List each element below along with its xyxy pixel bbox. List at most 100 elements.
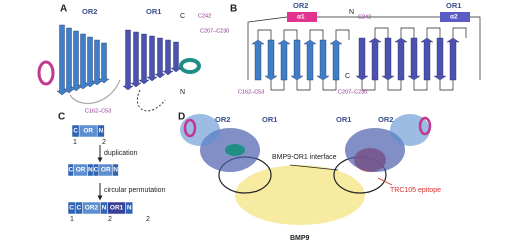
loop (400, 27, 415, 38)
beta-strand (170, 41, 182, 73)
beta-strand (77, 33, 89, 90)
box-label: C (73, 128, 78, 135)
disulfide-label: C162–C53 (85, 108, 111, 114)
beta-strand (98, 42, 110, 84)
panel-label: B (230, 4, 237, 15)
loop (413, 80, 428, 91)
beta-strand (84, 36, 96, 88)
loop (247, 16, 481, 80)
terminus-label: C (180, 13, 185, 20)
box-label: N (113, 167, 118, 174)
loop (257, 29, 272, 40)
panel-label: A (60, 4, 67, 15)
beta-strand (91, 39, 103, 86)
panel-label: D (178, 112, 185, 123)
position-number: 2 (146, 216, 150, 223)
loop (387, 80, 402, 91)
box-label: C (94, 167, 99, 174)
annotation: TRC105 epitope (390, 187, 441, 194)
loop (439, 80, 454, 91)
beta-strand (146, 35, 158, 82)
beta-strand (63, 27, 75, 94)
beta-strand (329, 39, 343, 81)
leader-line (289, 164, 339, 171)
box-label: C (69, 205, 74, 212)
loop (309, 29, 324, 40)
box-label: N (98, 128, 103, 135)
terminus-label: N (349, 9, 354, 16)
loop (296, 80, 311, 91)
helix (225, 144, 245, 156)
step-label: duplication (104, 150, 138, 157)
box-label: OR (76, 167, 86, 174)
beta-strand (407, 37, 421, 81)
beta-strand (162, 39, 174, 76)
domain-label: OR1 (446, 1, 461, 10)
beta-strand (138, 33, 150, 85)
beta-strand (264, 39, 278, 81)
ligand-label: BMP9 (290, 235, 310, 242)
helix-label: α2 (450, 14, 458, 21)
box-label: N (88, 167, 93, 174)
disulfide-label: C207–C230 (338, 89, 367, 95)
domain-label: OR2 (215, 115, 230, 124)
helix (183, 118, 197, 138)
beta-strand (368, 37, 382, 81)
domain-label: OR2 (378, 115, 393, 124)
artwork (37, 12, 481, 225)
beta-strand (70, 30, 82, 92)
beta-strand (446, 37, 460, 81)
annotation: BMP9-OR1 interface (272, 154, 337, 161)
box-label: N (102, 205, 107, 212)
loop (136, 89, 166, 112)
loop (270, 80, 285, 91)
beta-strand (394, 37, 408, 81)
helix-box (287, 12, 317, 22)
beta-strand (251, 39, 265, 81)
helix-box (440, 12, 470, 22)
box-label: OR (83, 128, 93, 135)
position-number: 2 (102, 139, 106, 146)
beta-strand (381, 37, 395, 81)
disulfide-label: C162–C53 (238, 89, 264, 95)
domain-label: OR1 (262, 115, 277, 124)
box-label: C (68, 167, 73, 174)
beta-strand (355, 37, 369, 81)
domain-label: OR1 (146, 7, 161, 16)
terminus-label: C (345, 73, 350, 80)
box-cell (125, 201, 134, 215)
or2-ribbon (180, 114, 220, 146)
position-number: 1 (70, 216, 74, 223)
domain-label: OR2 (293, 1, 308, 10)
beta-strand (130, 31, 142, 88)
loop (335, 29, 350, 40)
box-label: N (127, 205, 132, 212)
or1-ribbon (345, 128, 405, 172)
box-label: OR1 (110, 205, 124, 212)
beta-strand (303, 39, 317, 81)
beta-strand (56, 24, 68, 96)
box-cell (112, 163, 119, 177)
loop (69, 79, 121, 104)
terminus-label: N (180, 89, 185, 96)
box-label: C (76, 205, 81, 212)
loop (322, 80, 337, 91)
beta-strand (420, 37, 434, 81)
box-label: OR (101, 167, 111, 174)
beta-strand (290, 39, 304, 81)
panel-label: C (58, 112, 65, 123)
position-number: 1 (73, 139, 77, 146)
step-label: circular permutation (104, 187, 166, 194)
box-label: OR2 (85, 205, 99, 212)
loop (374, 27, 389, 38)
loop (452, 27, 467, 38)
domain-label: OR2 (82, 7, 97, 16)
beta-strand (154, 37, 166, 79)
position-number: 2 (108, 216, 112, 223)
leader-line (377, 177, 393, 186)
loop (426, 27, 441, 38)
loop (361, 80, 376, 91)
box-cell (96, 124, 105, 138)
disulfide-label: C242 (198, 13, 211, 19)
